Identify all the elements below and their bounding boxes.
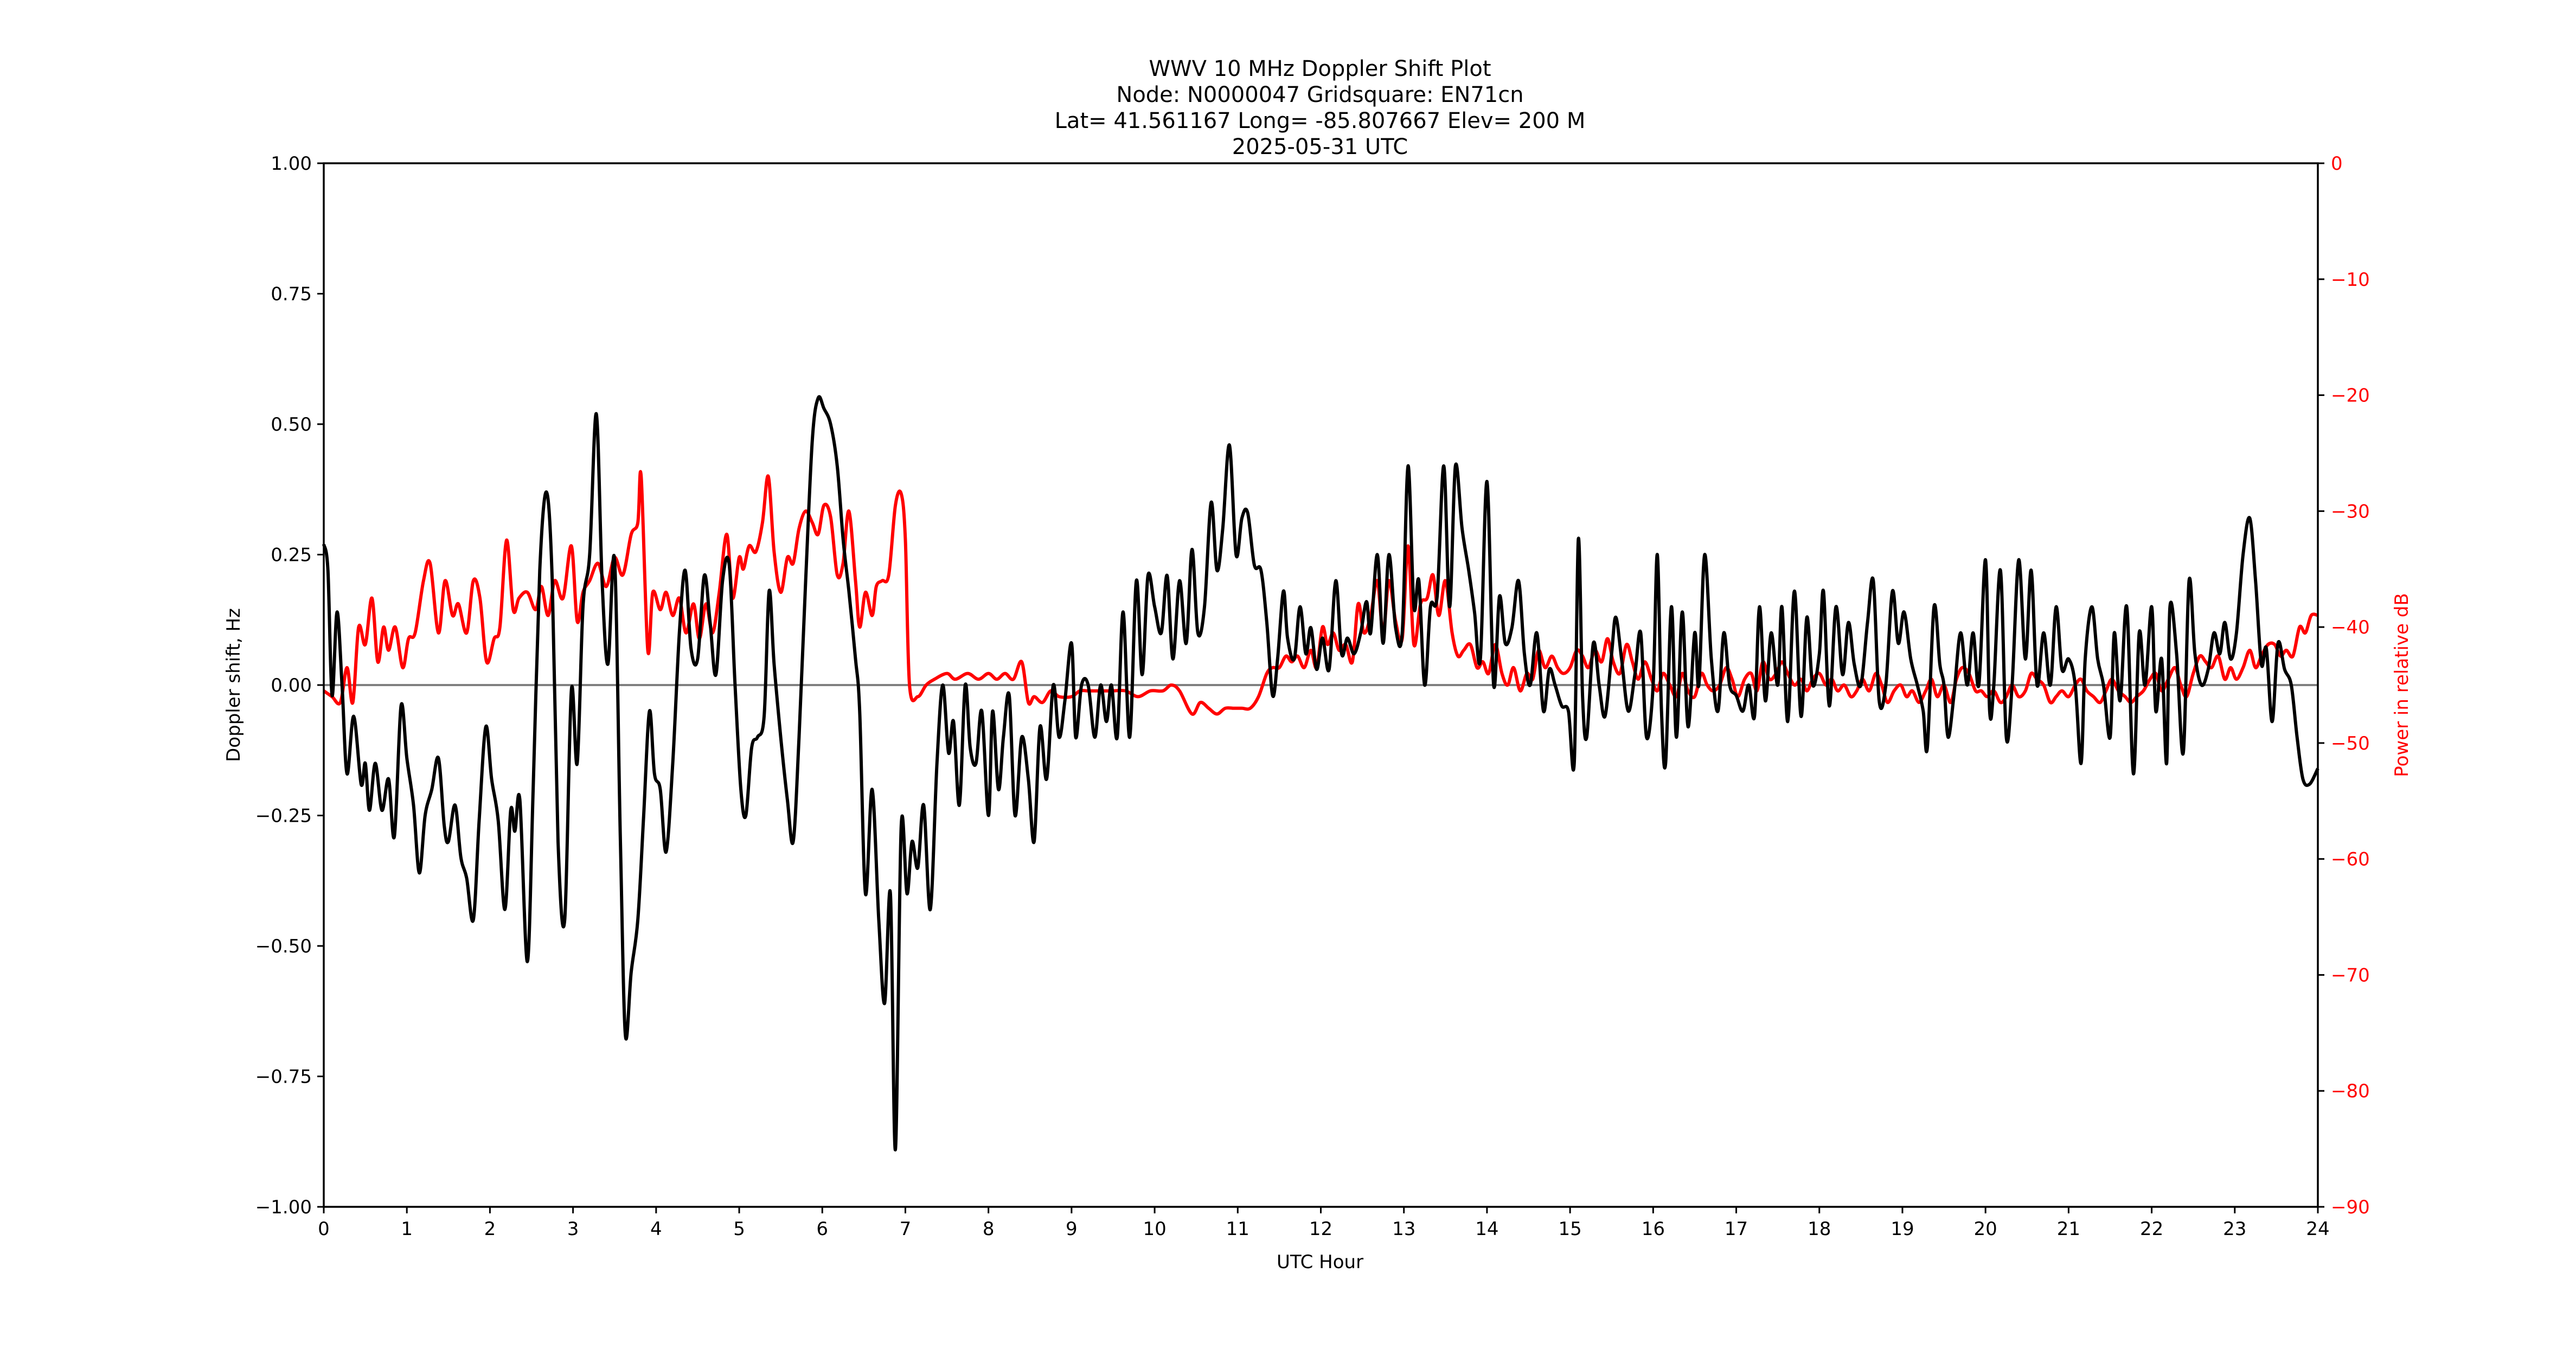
x-tick-label: 11 (1226, 1218, 1249, 1240)
x-tick-label: 15 (1558, 1218, 1581, 1240)
y-right-tick-label: −90 (2331, 1197, 2370, 1218)
x-tick-label: 20 (1974, 1218, 1997, 1240)
x-tick-label: 17 (1725, 1218, 1748, 1240)
title-line-2: Node: N0000047 Gridsquare: EN71cn (1116, 82, 1523, 107)
x-tick-label: 23 (2223, 1218, 2246, 1240)
x-axis-ticks: 0 1 2 3 4 5 6 7 8 9 10 11 12 13 14 15 16 17 18 19 20 21 22 23 24 (318, 1207, 2330, 1240)
y-left-tick-label: 0.50 (271, 414, 312, 436)
x-tick-label: 5 (733, 1218, 745, 1240)
x-tick-label: 4 (650, 1218, 662, 1240)
x-tick-label: 1 (401, 1218, 413, 1240)
y-right-tick-label: −40 (2331, 617, 2370, 638)
x-tick-label: 18 (1808, 1218, 1831, 1240)
y-right-tick-label: −60 (2331, 849, 2370, 871)
x-tick-label: 3 (567, 1218, 579, 1240)
y-left-tick-label: 1.00 (271, 153, 312, 175)
y-left-tick-label: −1.00 (255, 1197, 312, 1218)
x-tick-label: 12 (1309, 1218, 1332, 1240)
x-tick-label: 9 (1066, 1218, 1078, 1240)
x-tick-label: 13 (1392, 1218, 1415, 1240)
y-left-axis-ticks: 1.00 0.75 0.50 0.25 0.00 −0.25 −0.50 −0.75 −1.00 (255, 153, 324, 1218)
x-tick-label: 16 (1642, 1218, 1665, 1240)
x-tick-label: 24 (2306, 1218, 2329, 1240)
y-left-tick-label: 0.00 (271, 675, 312, 696)
y-right-tick-label: −70 (2331, 964, 2370, 986)
y-right-tick-label: 0 (2331, 153, 2343, 175)
y-right-axis-ticks: 0 −10 −20 −30 −40 −50 −60 −70 −80 −90 (2318, 153, 2370, 1218)
y-right-tick-label: −50 (2331, 733, 2370, 754)
x-tick-label: 8 (983, 1218, 995, 1240)
y-right-axis-label: Power in relative dB (2391, 593, 2413, 777)
x-tick-label: 21 (2057, 1218, 2080, 1240)
title-line-4: 2025-05-31 UTC (1232, 135, 1408, 159)
x-tick-label: 19 (1891, 1218, 1914, 1240)
title-line-3: Lat= 41.561167 Long= -85.807667 Elev= 20… (1055, 108, 1586, 133)
x-tick-label: 14 (1475, 1218, 1498, 1240)
y-left-tick-label: −0.25 (255, 805, 312, 827)
x-tick-label: 6 (816, 1218, 828, 1240)
doppler-series-line (322, 395, 2319, 1152)
y-left-tick-label: 0.25 (271, 545, 312, 566)
x-tick-label: 10 (1143, 1218, 1166, 1240)
y-left-axis-label: Doppler shift, Hz (223, 608, 245, 762)
y-right-tick-label: −20 (2331, 385, 2370, 407)
y-right-tick-label: −10 (2331, 269, 2370, 291)
x-tick-label: 2 (484, 1218, 496, 1240)
x-tick-label: 0 (318, 1218, 330, 1240)
chart-title: WWV 10 MHz Doppler Shift Plot Node: N000… (1055, 56, 1586, 159)
y-left-tick-label: 0.75 (271, 284, 312, 305)
y-left-tick-label: −0.75 (255, 1066, 312, 1088)
x-tick-label: 22 (2140, 1218, 2163, 1240)
x-tick-label: 7 (900, 1218, 912, 1240)
y-right-tick-label: −30 (2331, 501, 2370, 522)
title-line-1: WWV 10 MHz Doppler Shift Plot (1149, 56, 1491, 81)
y-right-tick-label: −80 (2331, 1080, 2370, 1102)
x-axis-label: UTC Hour (1277, 1251, 1363, 1273)
y-left-tick-label: −0.50 (255, 936, 312, 957)
